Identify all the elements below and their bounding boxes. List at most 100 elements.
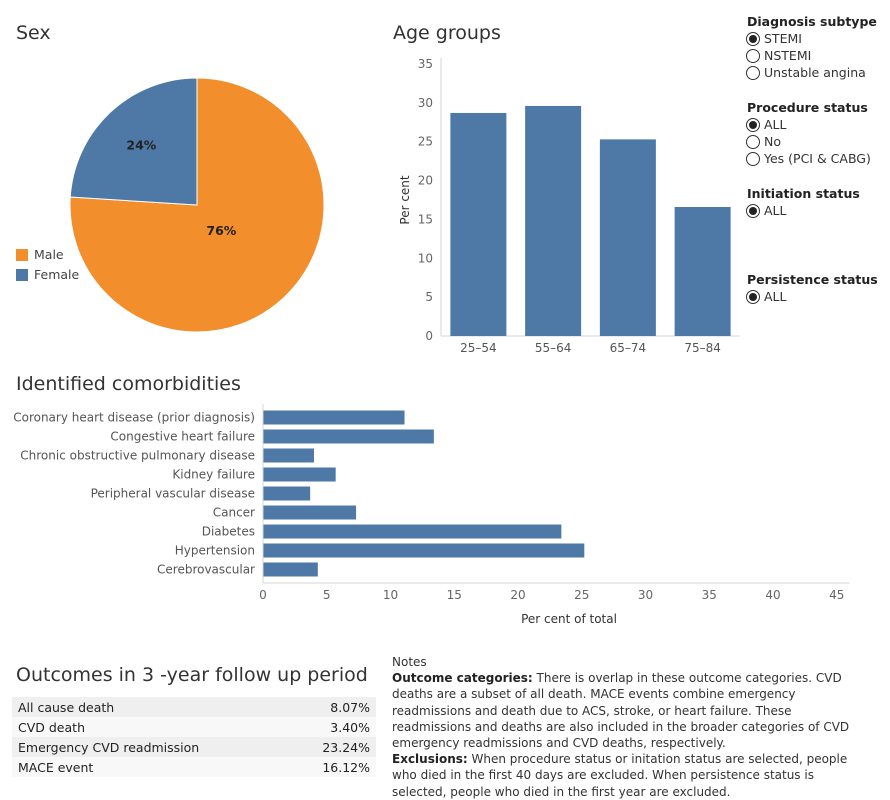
age-bar <box>525 105 582 336</box>
table-row: CVD death 3.40% <box>12 717 376 737</box>
radio-option-diagnosis[interactable]: NSTEMI <box>746 48 811 63</box>
outcome-label: Emergency CVD readmission <box>12 737 291 757</box>
age-y-tick-label: 25 <box>418 135 433 149</box>
comorbidity-label: Coronary heart disease (prior diagnosis) <box>13 411 255 425</box>
age-y-axis-title: Per cent <box>398 175 412 225</box>
radio-option-procedure[interactable]: Yes (PCI & CABG) <box>746 151 871 166</box>
radio-option-persistence[interactable]: ALL <box>746 289 786 304</box>
radio-label: ALL <box>764 289 787 304</box>
age-chart-title: Age groups <box>393 22 501 44</box>
comorbidity-label: Chronic obstructive pulmonary disease <box>20 449 255 463</box>
age-y-tick-label: 0 <box>425 329 433 343</box>
outcome-value: 23.24% <box>290 737 376 757</box>
radio-option-procedure[interactable]: ALL <box>746 117 786 132</box>
comorbidity-x-tick-label: 15 <box>447 588 462 602</box>
outcome-value: 3.40% <box>290 717 376 737</box>
pie-label-female: 24% <box>126 138 156 153</box>
comorbidity-bar <box>263 524 562 539</box>
comorbidity-x-tick-label: 5 <box>323 588 331 602</box>
outcomes-title: Outcomes in 3 -year follow up period <box>16 664 368 686</box>
radio-label: Yes (PCI & CABG) <box>764 151 871 166</box>
radio-label: STEMI <box>764 31 802 46</box>
legend-female-label: Female <box>34 267 80 282</box>
age-bar <box>674 206 731 336</box>
radio-label: NSTEMI <box>764 48 812 63</box>
initiation-status-title: Initiation status <box>747 186 860 201</box>
radio-option-procedure[interactable]: No <box>746 134 781 149</box>
pie-slice-male <box>69 77 325 333</box>
outcome-label: MACE event <box>12 757 291 777</box>
notes-exclusion-text: When procedure status or initation statu… <box>392 752 848 799</box>
radio-option-initiation[interactable]: ALL <box>746 203 786 218</box>
radio-button[interactable] <box>746 117 760 132</box>
radio-label: No <box>764 134 781 149</box>
comorbidity-x-tick-label: 0 <box>259 588 267 602</box>
procedure-status-title: Procedure status <box>747 100 868 115</box>
age-y-tick-label: 20 <box>418 174 433 188</box>
radio-button[interactable] <box>746 289 760 304</box>
table-row: All cause death 8.07% <box>12 697 376 717</box>
notes-exclusion-paragraph: Exclusions: When procedure status or ini… <box>392 751 870 800</box>
radio-selected-dot <box>749 206 757 215</box>
radio-button[interactable] <box>746 65 760 80</box>
comorbidity-x-tick-label: 20 <box>510 588 525 602</box>
comorbidity-x-tick-label: 25 <box>574 588 589 602</box>
comorbidity-bar <box>263 448 314 463</box>
radio-option-diagnosis[interactable]: STEMI <box>746 31 802 46</box>
radio-button[interactable] <box>746 134 760 149</box>
comorbidity-x-tick-label: 45 <box>829 588 844 602</box>
age-bar <box>450 112 507 337</box>
comorbidity-label: Congestive heart failure <box>110 430 255 444</box>
age-y-tick-label: 30 <box>418 96 433 110</box>
male-swatch <box>16 248 28 261</box>
notes-exclusion-label: Exclusions: <box>392 752 468 767</box>
age-bar <box>599 139 656 336</box>
outcome-value: 16.12% <box>290 757 376 777</box>
pie-label-male: 76% <box>206 223 236 238</box>
radio-label: ALL <box>764 203 787 218</box>
comorbidity-x-tick-label: 30 <box>638 588 653 602</box>
outcome-label: CVD death <box>12 717 291 737</box>
comorbidity-label: Diabetes <box>202 525 255 539</box>
age-bar-chart: 0 5 10 15 20 25 30 35 25–54 55–64 65–74 75–84 Per ce… <box>398 57 740 355</box>
radio-selected-dot <box>749 120 757 129</box>
outcomes-table: All cause death 8.07% CVD death 3.40% Em… <box>12 697 376 777</box>
notes-outcome-paragraph: Outcome categories: There is overlap in … <box>392 670 870 751</box>
sex-chart-title: Sex <box>16 22 51 44</box>
persistence-status-title: Persistence status <box>747 272 878 287</box>
comorbidity-x-tick-label: 40 <box>765 588 780 602</box>
comorbidity-label: Cerebrovascular <box>157 563 255 577</box>
radio-label: Unstable angina <box>764 65 866 80</box>
age-x-tick-label: 65–74 <box>610 341 647 355</box>
comorbidity-bar <box>263 562 318 577</box>
age-x-tick-label: 55–64 <box>535 341 572 355</box>
notes-title: Notes <box>392 655 427 669</box>
sex-pie-chart: 76% 24% <box>69 77 325 333</box>
radio-button[interactable] <box>746 151 760 166</box>
notes-panel: Notes Outcome categories: There is overl… <box>392 654 870 800</box>
comorbidity-label: Peripheral vascular disease <box>91 487 255 501</box>
legend-male-label: Male <box>34 247 64 262</box>
pie-slice-female <box>69 77 198 206</box>
comorbidities-chart-title: Identified comorbidities <box>16 373 241 395</box>
comorbidities-bar-chart: Coronary heart disease (prior diagnosis)… <box>13 404 850 626</box>
radio-option-diagnosis[interactable]: Unstable angina <box>746 65 866 80</box>
radio-button[interactable] <box>746 203 760 218</box>
legend-female: Female <box>16 267 79 282</box>
comorbidity-label: Hypertension <box>175 544 255 558</box>
age-x-tick-label: 25–54 <box>460 341 497 355</box>
diagnosis-subtype-title: Diagnosis subtype <box>747 14 877 29</box>
comorbidity-bar <box>263 505 357 520</box>
comorbidity-x-tick-label: 35 <box>702 588 717 602</box>
age-y-tick-label: 10 <box>418 251 433 265</box>
outcome-label: All cause death <box>12 697 291 717</box>
comorbidity-x-axis-title: Per cent of total <box>521 612 617 626</box>
radio-button[interactable] <box>746 48 760 63</box>
age-y-tick-label: 35 <box>418 57 433 71</box>
legend-male: Male <box>16 247 64 262</box>
radio-button[interactable] <box>746 31 760 46</box>
age-x-tick-label: 75–84 <box>684 341 721 355</box>
table-row: Emergency CVD readmission 23.24% <box>12 737 376 757</box>
comorbidity-bar <box>263 467 336 482</box>
female-swatch <box>16 268 28 281</box>
